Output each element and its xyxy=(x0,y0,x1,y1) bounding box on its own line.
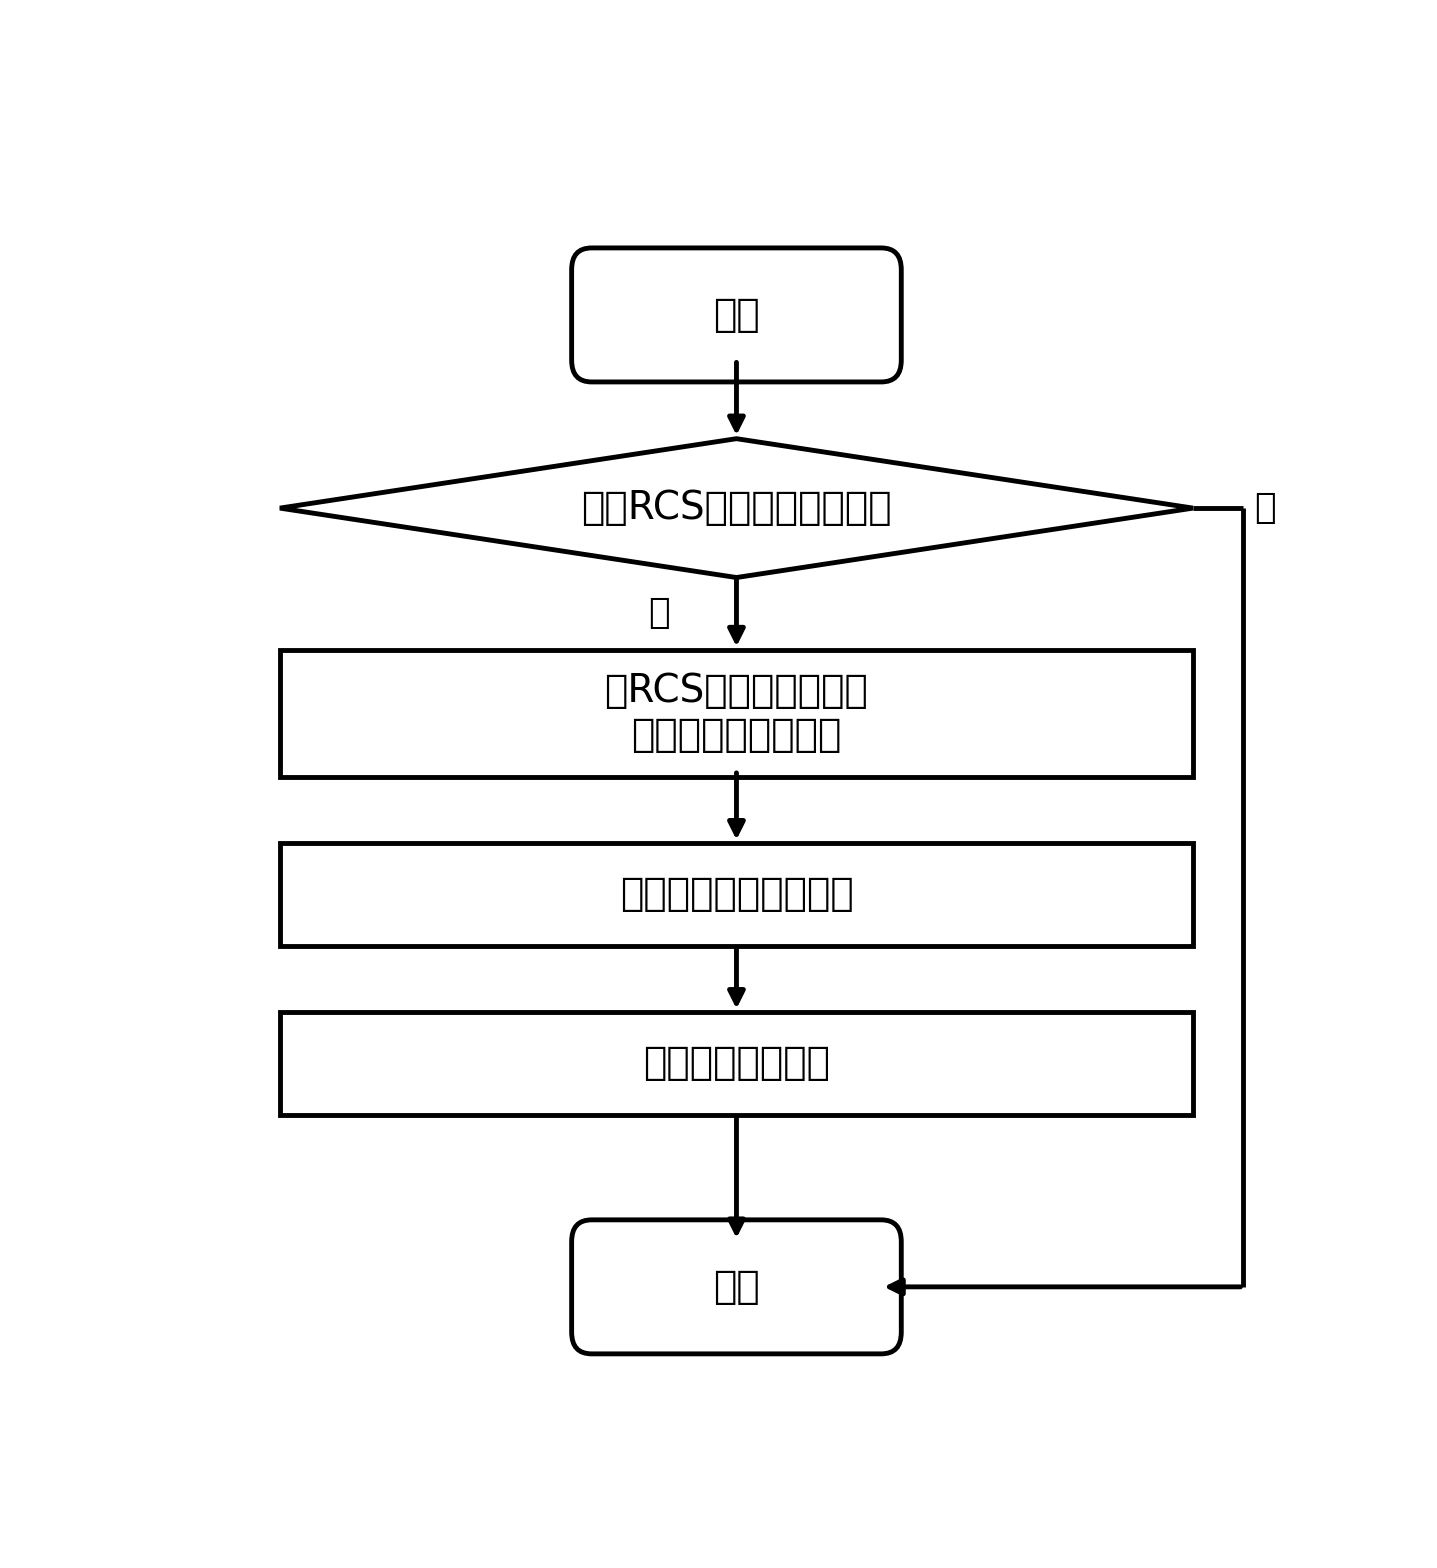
Text: 将RCS序列和时间序列
按一定时间长度分段: 将RCS序列和时间序列 按一定时间长度分段 xyxy=(605,673,868,754)
FancyBboxPatch shape xyxy=(572,248,901,383)
Text: 判断RCS序列格式是否正确: 判断RCS序列格式是否正确 xyxy=(581,489,892,527)
Bar xyxy=(280,651,1193,776)
Bar xyxy=(280,1013,1193,1115)
Text: 开始: 开始 xyxy=(713,296,760,334)
FancyBboxPatch shape xyxy=(572,1220,901,1353)
Text: 结束: 结束 xyxy=(713,1269,760,1306)
Text: 否: 否 xyxy=(1255,491,1276,525)
Text: 是: 是 xyxy=(648,596,670,630)
Text: 利用神经网络识别: 利用神经网络识别 xyxy=(642,1044,831,1082)
Bar xyxy=(280,844,1193,946)
Polygon shape xyxy=(280,439,1193,577)
Text: 利用小波变换提取特征: 利用小波变换提取特征 xyxy=(619,875,854,914)
